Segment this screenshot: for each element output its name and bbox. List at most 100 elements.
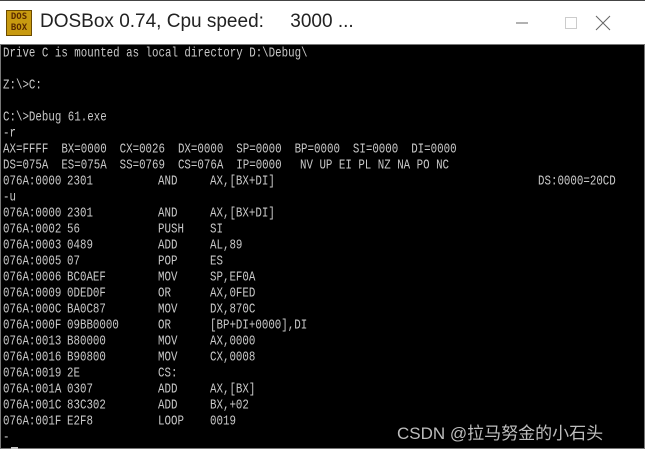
mnemonic: MOV xyxy=(158,334,178,350)
operands: AL,89 xyxy=(210,238,243,254)
prompt: - xyxy=(3,430,10,446)
operands: AX,[BX+DI] xyxy=(210,174,275,190)
watermark: CSDN @拉马努金的小石头 xyxy=(397,424,604,443)
operands: DX,870C xyxy=(210,302,256,318)
flags: NV UP EI PL NZ NA PO NC xyxy=(300,158,450,174)
machine-code: 2301 xyxy=(67,206,93,222)
terminal-line: 076A:0005 07 POP ES xyxy=(0,253,645,270)
address: 076A:001C xyxy=(3,398,62,414)
mnemonic: CS: xyxy=(158,366,178,382)
terminal-line: 076A:0016 B90800 MOV CX,0008 xyxy=(0,349,645,366)
terminal-line: 076A:0000 2301 AND AX,[BX+DI] xyxy=(0,205,645,222)
maximize-button[interactable] xyxy=(548,1,594,45)
text-cursor xyxy=(11,447,18,449)
machine-code: 2301 xyxy=(67,174,93,190)
address: 076A:0005 xyxy=(3,254,62,270)
address: 076A:0013 xyxy=(3,334,62,350)
operands: AX,0FED xyxy=(210,286,256,302)
output-line: Drive C is mounted as local directory D:… xyxy=(3,46,308,62)
address: 076A:0000 xyxy=(3,174,62,190)
maximize-icon xyxy=(565,17,577,29)
mnemonic: MOV xyxy=(158,270,178,286)
minimize-button[interactable] xyxy=(499,1,545,45)
mnemonic: AND xyxy=(158,174,178,190)
mnemonic: AND xyxy=(158,206,178,222)
operands: AX,0000 xyxy=(210,334,256,350)
dos-terminal[interactable] xyxy=(0,44,645,449)
minimize-icon xyxy=(516,22,528,24)
machine-code: 0489 xyxy=(67,238,93,254)
machine-code: 0307 xyxy=(67,382,93,398)
register-line: DS=075A ES=075A SS=0769 CS=076A IP=0000 xyxy=(3,158,282,174)
address: 076A:001A xyxy=(3,382,62,398)
mnemonic: LOOP xyxy=(158,414,184,430)
operands: 0019 xyxy=(210,414,236,430)
operands: BX,+02 xyxy=(210,398,249,414)
icon-text: BOX xyxy=(10,23,28,33)
terminal-line: 076A:0019 2E CS: xyxy=(0,365,645,382)
terminal-line: C:\>Debug 61.exe xyxy=(0,109,645,126)
mnemonic: PUSH xyxy=(158,222,184,238)
machine-code: 2E xyxy=(67,366,80,382)
address: 076A:0000 xyxy=(3,206,62,222)
machine-code: 83C302 xyxy=(67,398,106,414)
address: 076A:0003 xyxy=(3,238,62,254)
terminal-line: 076A:0002 56 PUSH SI xyxy=(0,221,645,238)
machine-code: BC0AEF xyxy=(67,270,106,286)
output-line: Z:\>C: xyxy=(3,78,42,94)
terminal-line: DS=075A ES=075A SS=0769 CS=076A IP=0000 N… xyxy=(0,157,645,174)
machine-code: 09BB0000 xyxy=(67,318,119,334)
terminal-line xyxy=(0,61,645,77)
mnemonic: OR xyxy=(158,318,171,334)
address: 076A:001F xyxy=(3,414,62,430)
terminal-line: 076A:000F 09BB0000 OR [BP+DI+0000],DI xyxy=(0,317,645,334)
operands: SI xyxy=(210,222,223,238)
mnemonic: MOV xyxy=(158,350,178,366)
close-icon xyxy=(595,15,611,31)
address: 076A:0009 xyxy=(3,286,62,302)
mnemonic: OR xyxy=(158,286,171,302)
operands: ES xyxy=(210,254,223,270)
machine-code: 07 xyxy=(67,254,80,270)
address: 076A:0006 xyxy=(3,270,62,286)
mnemonic: POP xyxy=(158,254,178,270)
mnemonic: ADD xyxy=(158,398,178,414)
address: 076A:000F xyxy=(3,318,62,334)
operands: AX,[BX] xyxy=(210,382,256,398)
title-bar: DOS BOX DOSBox 0.74, Cpu speed: 3000 ... xyxy=(0,0,645,44)
operands: CX,0008 xyxy=(210,350,256,366)
window-title: DOSBox 0.74, Cpu speed: 3000 ... xyxy=(40,11,354,32)
machine-code: B80000 xyxy=(67,334,106,350)
output-line: -r xyxy=(3,126,16,142)
dosbox-icon: DOS BOX xyxy=(6,10,32,36)
terminal-line: 076A:0000 2301 AND AX,[BX+DI] DS:0000=20CD xyxy=(0,173,645,190)
icon-text: DOS xyxy=(10,12,28,22)
terminal-line: 076A:0006 BC0AEF MOV SP,EF0A xyxy=(0,269,645,286)
terminal-line: 076A:001A 0307 ADD AX,[BX] xyxy=(0,381,645,398)
terminal-line: - xyxy=(0,429,645,446)
output-line: C:\>Debug 61.exe xyxy=(3,110,107,126)
mnemonic: MOV xyxy=(158,302,178,318)
address: 076A:0016 xyxy=(3,350,62,366)
memory-reference: DS:0000=20CD xyxy=(538,174,616,190)
terminal-line: Z:\>C: xyxy=(0,77,645,94)
address: 076A:000C xyxy=(3,302,62,318)
address: 076A:0019 xyxy=(3,366,62,382)
machine-code: B90800 xyxy=(67,350,106,366)
terminal-line: 076A:0009 0DED0F OR AX,0FED xyxy=(0,285,645,302)
terminal-line: Drive C is mounted as local directory D:… xyxy=(0,45,645,62)
terminal-line: 076A:0013 B80000 MOV AX,0000 xyxy=(0,333,645,350)
machine-code: E2F8 xyxy=(67,414,93,430)
machine-code: 0DED0F xyxy=(67,286,106,302)
operands: [BP+DI+0000],DI xyxy=(210,318,308,334)
terminal-line: 076A:0003 0489 ADD AL,89 xyxy=(0,237,645,254)
output-line: AX=FFFF BX=0000 CX=0026 DX=0000 SP=0000 … xyxy=(3,142,457,158)
terminal-line xyxy=(0,93,645,109)
machine-code: BA0C87 xyxy=(67,302,106,318)
terminal-line: 076A:001C 83C302 ADD BX,+02 xyxy=(0,397,645,414)
command-line: -u xyxy=(3,190,16,206)
terminal-line: AX=FFFF BX=0000 CX=0026 DX=0000 SP=0000 … xyxy=(0,141,645,158)
operands: AX,[BX+DI] xyxy=(210,206,275,222)
close-button[interactable] xyxy=(580,1,626,45)
address: 076A:0002 xyxy=(3,222,62,238)
